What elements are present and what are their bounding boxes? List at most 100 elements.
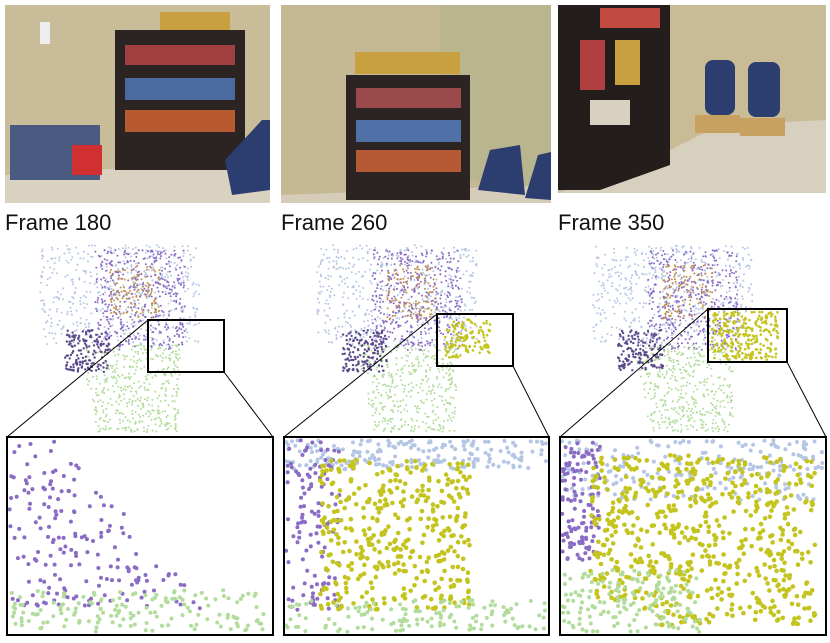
books bbox=[590, 100, 630, 125]
point bbox=[716, 319, 719, 322]
point bbox=[105, 265, 108, 268]
point bbox=[707, 363, 710, 366]
point bbox=[366, 298, 369, 301]
point bbox=[160, 251, 163, 254]
point bbox=[446, 261, 449, 263]
point bbox=[135, 262, 138, 265]
point bbox=[709, 267, 712, 270]
point bbox=[117, 403, 120, 406]
point bbox=[595, 263, 598, 266]
point bbox=[740, 303, 743, 306]
point bbox=[746, 246, 749, 249]
point bbox=[149, 265, 152, 268]
point bbox=[649, 381, 652, 384]
point bbox=[375, 385, 378, 388]
point bbox=[137, 353, 140, 355]
point bbox=[345, 267, 348, 270]
point bbox=[362, 363, 365, 366]
books bbox=[125, 78, 235, 100]
point bbox=[363, 348, 367, 351]
point bbox=[633, 317, 636, 320]
point bbox=[770, 312, 774, 316]
point bbox=[703, 333, 706, 336]
point bbox=[668, 274, 671, 277]
point bbox=[361, 247, 363, 250]
point bbox=[127, 306, 130, 309]
point bbox=[663, 297, 666, 300]
point bbox=[424, 356, 427, 359]
point bbox=[168, 270, 171, 273]
point bbox=[166, 285, 169, 288]
point bbox=[178, 335, 181, 338]
point bbox=[454, 299, 457, 302]
point bbox=[124, 244, 127, 247]
point bbox=[680, 423, 683, 426]
point bbox=[686, 283, 689, 286]
point bbox=[698, 268, 701, 271]
point bbox=[719, 405, 722, 408]
point bbox=[150, 345, 153, 348]
point bbox=[113, 311, 115, 314]
point bbox=[129, 428, 132, 431]
point bbox=[415, 407, 418, 410]
point bbox=[660, 317, 663, 320]
point bbox=[405, 291, 408, 294]
point bbox=[101, 300, 104, 303]
point bbox=[386, 422, 389, 425]
point bbox=[84, 330, 88, 334]
point bbox=[723, 406, 726, 409]
point bbox=[739, 264, 741, 267]
point bbox=[418, 407, 421, 410]
point bbox=[144, 316, 147, 318]
point bbox=[387, 283, 389, 285]
point bbox=[471, 330, 474, 333]
point bbox=[683, 275, 686, 278]
point bbox=[124, 339, 127, 342]
point bbox=[633, 251, 636, 254]
point bbox=[131, 296, 134, 299]
point bbox=[139, 283, 142, 286]
point bbox=[375, 294, 378, 297]
point bbox=[456, 249, 459, 252]
point bbox=[114, 249, 117, 252]
point bbox=[723, 298, 726, 300]
point bbox=[400, 343, 403, 346]
point bbox=[66, 368, 69, 371]
point bbox=[403, 270, 406, 273]
point bbox=[409, 275, 412, 278]
point bbox=[669, 310, 672, 312]
point bbox=[390, 409, 393, 412]
point bbox=[373, 339, 376, 342]
point bbox=[117, 261, 120, 264]
point bbox=[444, 310, 447, 313]
point bbox=[427, 293, 430, 296]
point bbox=[665, 330, 668, 333]
point bbox=[346, 286, 349, 288]
point bbox=[410, 295, 413, 298]
point bbox=[660, 273, 663, 276]
point bbox=[433, 283, 436, 286]
point bbox=[620, 344, 623, 348]
point bbox=[672, 361, 675, 364]
point bbox=[713, 301, 716, 304]
point bbox=[77, 357, 80, 360]
point bbox=[122, 284, 125, 287]
point bbox=[390, 253, 393, 256]
point bbox=[692, 261, 695, 264]
point bbox=[119, 343, 122, 346]
point bbox=[151, 338, 154, 341]
point bbox=[99, 350, 102, 353]
point bbox=[423, 317, 426, 319]
point bbox=[319, 261, 322, 264]
point bbox=[695, 313, 698, 316]
point bbox=[630, 290, 633, 293]
point bbox=[442, 376, 445, 379]
point bbox=[119, 312, 122, 315]
point bbox=[663, 279, 666, 282]
point bbox=[664, 403, 667, 406]
point bbox=[732, 282, 735, 285]
point bbox=[618, 302, 621, 305]
point bbox=[375, 325, 378, 328]
point bbox=[377, 258, 380, 261]
point bbox=[143, 381, 146, 384]
